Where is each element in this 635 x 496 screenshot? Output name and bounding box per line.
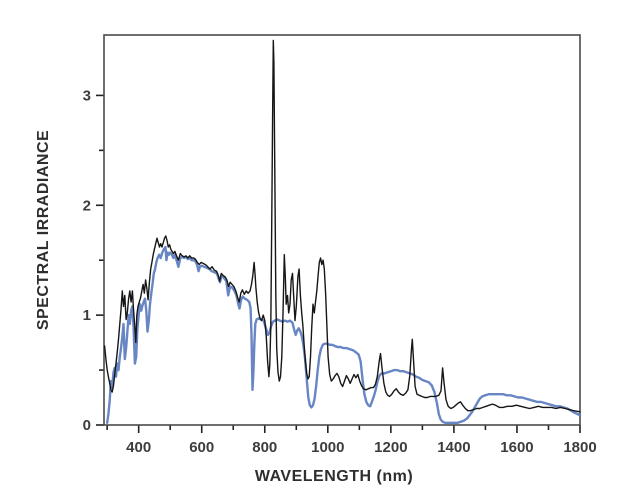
y-axis-title: SPECTRAL IRRADIANCE [35,130,52,330]
x-tick-label: 1000 [311,439,344,456]
x-tick-label: 1600 [500,439,533,456]
x-tick-label: 800 [252,439,277,456]
x-tick-label: 1800 [563,439,596,456]
axis-tick-labels: 400 600 800 1000 1200 1400 1600 1800 0 1 2 3 [83,87,597,456]
axis-ticks [96,94,581,433]
x-axis-title: WAVELENGTH (nm) [255,468,413,485]
y-tick-label: 3 [83,87,91,104]
x-tick-label: 400 [126,439,151,456]
x-tick-label: 1400 [437,439,470,456]
y-tick-label: 2 [83,197,91,214]
data-series [103,39,582,424]
series-black-curve [103,39,581,413]
x-tick-label: 600 [189,439,214,456]
series-blue-curve [105,245,582,424]
y-tick-label: 1 [83,307,91,324]
plot-frame [103,34,581,426]
x-tick-label: 1200 [374,439,407,456]
y-tick-label: 0 [83,417,91,434]
